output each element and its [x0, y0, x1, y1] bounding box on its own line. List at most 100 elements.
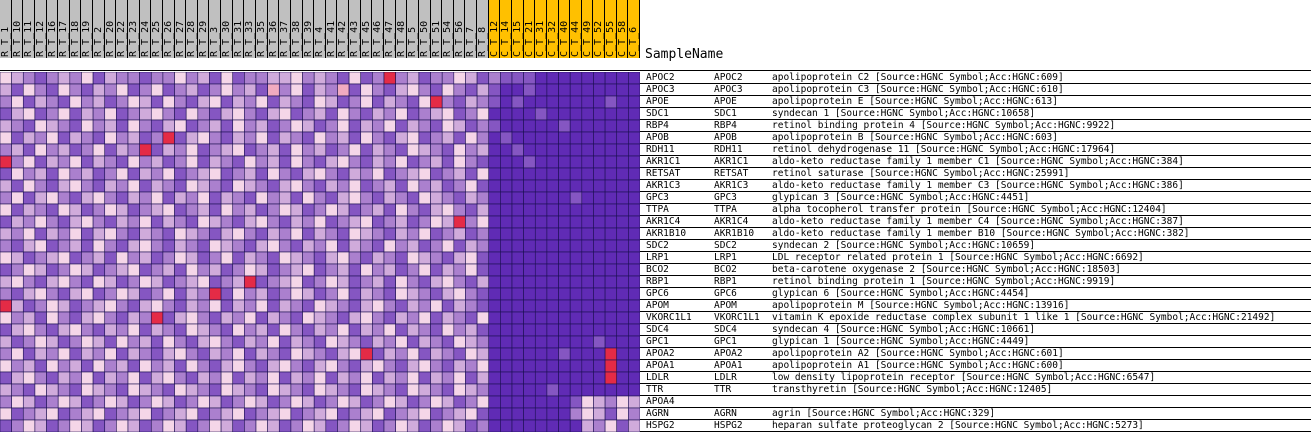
- heatmap-cell: [22, 359, 36, 373]
- heatmap-cell: [302, 383, 315, 397]
- heatmap-cell: [511, 83, 524, 97]
- heatmap-cell: [534, 155, 548, 169]
- heatmap-cell: [406, 359, 420, 373]
- heatmap-cell: [604, 311, 618, 325]
- heatmap-cell: [534, 72, 548, 85]
- heatmap-cell: [150, 299, 164, 313]
- heatmap-cell: [162, 299, 175, 313]
- heatmap-cell: [92, 323, 106, 337]
- heatmap-cell: [139, 323, 152, 337]
- heatmap-cell: [500, 155, 513, 169]
- heatmap-cell: [11, 299, 24, 313]
- heatmap-cell: [278, 95, 292, 109]
- heatmap-cell: [220, 383, 234, 397]
- heatmap-cell: [569, 323, 583, 337]
- heatmap-cell: [476, 95, 490, 109]
- heatmap-cell: [197, 359, 210, 373]
- heatmap-cell: [441, 143, 455, 157]
- heatmap-cell: [558, 323, 571, 337]
- heatmap-cell: [348, 191, 362, 205]
- sample-label-text: R_T_37: [279, 20, 291, 57]
- heatmap-cell: [395, 251, 408, 265]
- heatmap-cell: [581, 419, 594, 432]
- heatmap-cell: [628, 263, 640, 277]
- heatmap-cell: [104, 83, 117, 97]
- heatmap-cell: [372, 335, 385, 349]
- heatmap-cell: [278, 203, 292, 217]
- heatmap-cell: [290, 251, 303, 265]
- sample-label: R_T_5: [407, 0, 419, 58]
- heatmap-cell: [302, 215, 315, 229]
- heatmap-cell: [313, 323, 327, 337]
- heatmap-cell: [255, 299, 268, 313]
- heatmap-cell: [476, 227, 490, 241]
- heatmap-cell: [593, 251, 606, 265]
- heatmap-cell: [46, 359, 59, 373]
- heatmap-cell: [22, 95, 36, 109]
- heatmap-cell: [430, 311, 443, 325]
- heatmap-cell: [104, 72, 117, 85]
- heatmap-cell: [534, 83, 548, 97]
- heatmap-cell: [430, 407, 443, 421]
- heatmap-cell: [232, 72, 245, 85]
- gene-symbol: SDC1: [714, 108, 737, 119]
- heatmap-cell: [395, 275, 408, 289]
- heatmap-cell: [569, 407, 583, 421]
- heatmap-cell: [57, 419, 71, 432]
- heatmap-cell: [232, 251, 245, 265]
- heatmap-cell: [104, 143, 117, 157]
- heatmap-cell: [232, 359, 245, 373]
- heatmap-cell: [220, 371, 234, 385]
- sample-label-text: R_T_41: [325, 20, 337, 57]
- heatmap-cell: [476, 143, 490, 157]
- heatmap-cell: [313, 203, 327, 217]
- sample-label: R_T_47: [384, 0, 396, 58]
- heatmap-cell: [430, 179, 443, 193]
- heatmap-cell: [255, 263, 268, 277]
- heatmap-cell: [116, 275, 129, 289]
- heatmap-cell: [476, 239, 490, 253]
- heatmap-cell: [604, 407, 618, 421]
- heatmap-cell: [244, 83, 257, 97]
- heatmap-cell: [581, 371, 594, 385]
- heatmap-cell: [22, 263, 36, 277]
- heatmap-cell: [604, 167, 618, 181]
- heatmap-cell: [174, 215, 187, 229]
- gene-symbol: APOC2: [714, 72, 743, 83]
- heatmap-cell: [430, 215, 443, 229]
- gene-description: agrin [Source:HGNC Symbol;Acc:HGNC:329]: [772, 408, 996, 419]
- heatmap-cell: [500, 251, 513, 265]
- heatmap-cell: [34, 203, 47, 217]
- heatmap-cell: [500, 299, 513, 313]
- heatmap-cell: [546, 407, 559, 421]
- heatmap-cell: [616, 119, 629, 133]
- heatmap-cell: [209, 407, 222, 421]
- heatmap-cell: [0, 119, 12, 133]
- heatmap-cell: [81, 383, 94, 397]
- sample-label-text: R_T_26: [162, 20, 174, 57]
- heatmap-cell: [244, 119, 257, 133]
- heatmap-cell: [348, 227, 362, 241]
- heatmap-cell: [11, 107, 24, 121]
- sample-label-text: C_T_40: [558, 20, 570, 57]
- heatmap-cell: [476, 72, 490, 85]
- heatmap-cell: [220, 407, 234, 421]
- sample-label-text: R_T_12: [34, 20, 46, 57]
- heatmap-cell: [395, 131, 408, 145]
- heatmap-cell: [197, 275, 210, 289]
- heatmap-cell: [546, 239, 559, 253]
- heatmap-cell: [569, 203, 583, 217]
- heatmap-cell: [255, 72, 268, 85]
- heatmap-cell: [406, 167, 420, 181]
- heatmap-cell: [116, 83, 129, 97]
- heatmap-cell: [348, 95, 362, 109]
- heatmap-cell: [558, 419, 571, 432]
- heatmap-cell: [290, 383, 303, 397]
- heatmap-cell: [395, 143, 408, 157]
- heatmap-cell: [57, 407, 71, 421]
- heatmap-cell: [593, 419, 606, 432]
- heatmap-cell: [302, 347, 315, 361]
- heatmap-cell: [395, 395, 408, 409]
- heatmap-cell: [11, 359, 24, 373]
- heatmap-cell: [418, 395, 431, 409]
